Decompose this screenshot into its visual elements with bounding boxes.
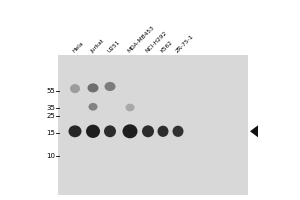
Text: 35: 35 [46, 104, 55, 110]
Bar [58, 55, 248, 195]
Text: NCI-H292: NCI-H292 [145, 30, 168, 54]
Text: 55: 55 [46, 88, 55, 94]
Ellipse shape [88, 103, 98, 111]
Ellipse shape [104, 82, 116, 91]
Text: Jurkat: Jurkat [89, 38, 105, 54]
Text: Hela: Hela [71, 41, 85, 54]
Ellipse shape [125, 104, 134, 111]
Ellipse shape [158, 126, 169, 137]
Ellipse shape [172, 126, 184, 137]
Text: MDA-MB453: MDA-MB453 [127, 25, 155, 54]
Polygon shape [250, 125, 258, 137]
Text: U251: U251 [106, 40, 121, 54]
Ellipse shape [122, 124, 137, 138]
Text: 10: 10 [46, 153, 55, 159]
Ellipse shape [104, 125, 116, 137]
Text: ZR-75-1: ZR-75-1 [175, 34, 194, 54]
Text: K562: K562 [160, 40, 174, 54]
Ellipse shape [88, 83, 98, 92]
Ellipse shape [68, 125, 82, 137]
Ellipse shape [142, 125, 154, 137]
Text: 15: 15 [46, 130, 55, 136]
Text: 25: 25 [46, 113, 55, 119]
Ellipse shape [70, 84, 80, 93]
Ellipse shape [86, 125, 100, 138]
